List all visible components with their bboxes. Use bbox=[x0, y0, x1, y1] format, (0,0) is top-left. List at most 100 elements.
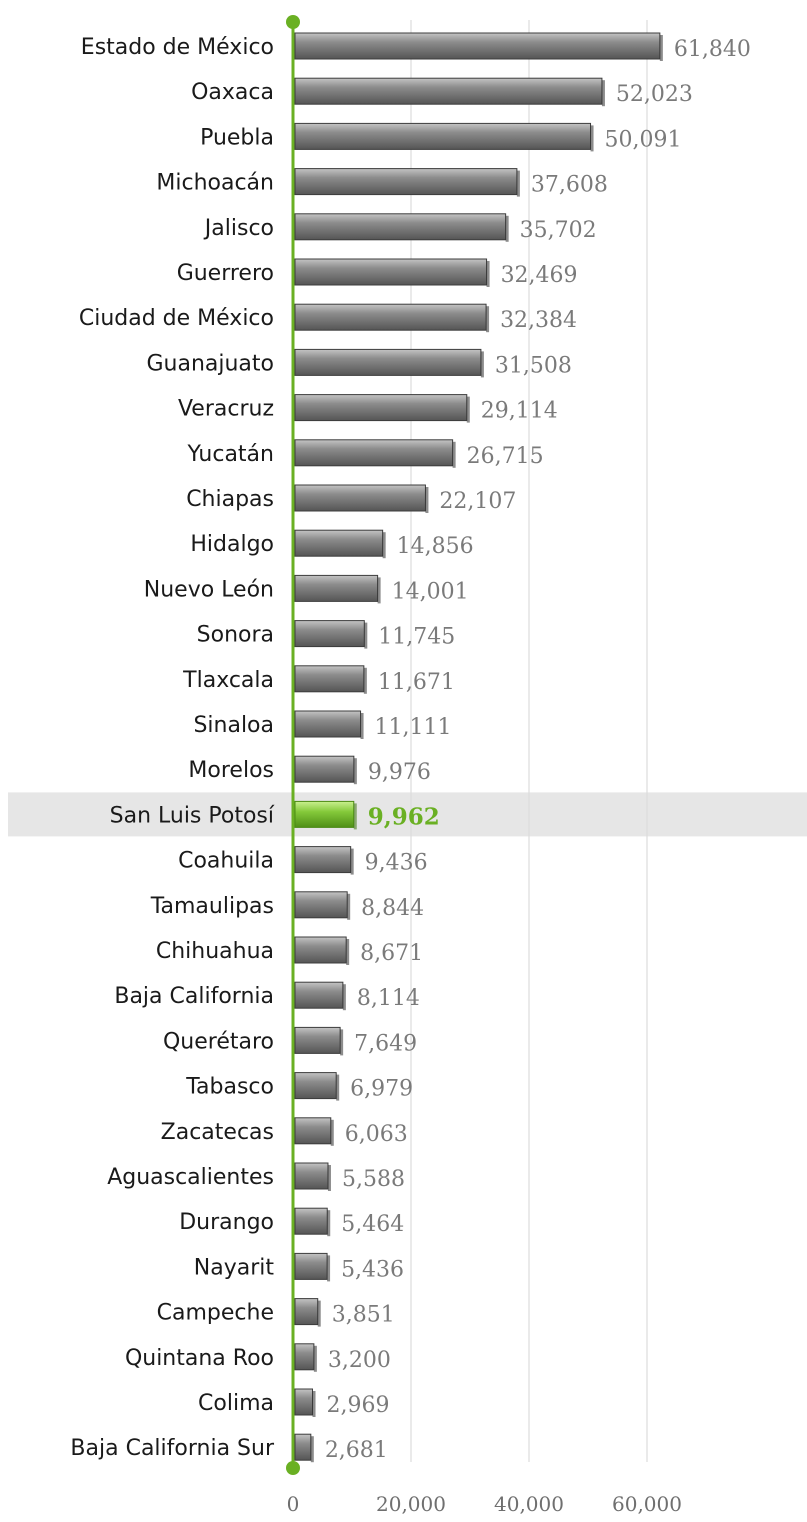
bar-guerrero bbox=[294, 258, 488, 286]
bar-edge-chihuahua bbox=[346, 939, 350, 965]
bar-chihuahua bbox=[294, 936, 347, 964]
category-label-campeche: Campeche bbox=[157, 1301, 274, 1326]
category-labels: Estado de México Oaxaca Puebla Michoacán Jal… bbox=[70, 35, 275, 1461]
bar-edge-san-luis-potosi bbox=[353, 803, 357, 830]
bar-edge-aguascalientes bbox=[327, 1165, 331, 1191]
value-label-yucatan: 26,715 bbox=[467, 444, 544, 469]
bars bbox=[294, 32, 663, 1463]
value-label-campeche: 3,851 bbox=[332, 1303, 395, 1328]
bar-tamaulipas bbox=[294, 891, 348, 919]
bar-aguascalientes bbox=[294, 1162, 329, 1190]
bar-edge-puebla bbox=[590, 125, 594, 152]
bar-edge-oaxaca bbox=[601, 80, 605, 107]
value-label-jalisco: 35,702 bbox=[520, 218, 597, 243]
value-label-ciudad-de-mexico: 32,384 bbox=[500, 308, 577, 333]
category-label-aguascalientes: Aguascalientes bbox=[107, 1165, 274, 1190]
category-label-puebla: Puebla bbox=[200, 125, 274, 150]
bar-edge-durango bbox=[327, 1210, 331, 1237]
value-label-zacatecas: 6,063 bbox=[345, 1122, 408, 1147]
category-label-durango: Durango bbox=[179, 1210, 274, 1235]
value-label-tamaulipas: 8,844 bbox=[361, 896, 424, 921]
bar-edge-jalisco bbox=[505, 215, 509, 242]
x-tick-label-20000: 20,000 bbox=[376, 1492, 446, 1516]
value-label-baja-california: 8,114 bbox=[357, 986, 420, 1011]
category-label-chihuahua: Chihuahua bbox=[156, 939, 274, 964]
bar-colima bbox=[294, 1388, 314, 1416]
bar-edge-nayarit bbox=[327, 1255, 331, 1282]
category-label-nayarit: Nayarit bbox=[194, 1255, 275, 1280]
bar-edge-estado-de-mexico bbox=[659, 35, 663, 61]
value-label-guerrero: 32,469 bbox=[501, 263, 578, 288]
value-label-puebla: 50,091 bbox=[605, 127, 682, 152]
bar-edge-sonora bbox=[364, 622, 368, 649]
category-label-quintana-roo: Quintana Roo bbox=[125, 1346, 274, 1371]
value-label-tlaxcala: 11,671 bbox=[378, 670, 455, 695]
category-label-estado-de-mexico: Estado de México bbox=[81, 35, 274, 60]
category-label-jalisco: Jalisco bbox=[203, 216, 274, 241]
bar-sonora bbox=[294, 620, 365, 648]
category-label-nuevo-leon: Nuevo León bbox=[144, 577, 274, 602]
category-label-baja-california: Baja California bbox=[114, 984, 274, 1009]
value-label-colima: 2,969 bbox=[327, 1393, 390, 1418]
bar-edge-quintana-roo bbox=[313, 1345, 317, 1372]
bar-chiapas bbox=[294, 484, 426, 512]
x-tick-label-40000: 40,000 bbox=[494, 1492, 564, 1516]
bar-edge-colima bbox=[312, 1391, 316, 1417]
bar-edge-sinaloa bbox=[360, 713, 364, 739]
bar-ciudad-de-mexico bbox=[294, 303, 487, 331]
bar-yucatan bbox=[294, 439, 454, 467]
bar-edge-nuevo-leon bbox=[377, 577, 381, 604]
category-label-colima: Colima bbox=[198, 1391, 274, 1416]
category-label-tamaulipas: Tamaulipas bbox=[150, 894, 274, 919]
category-label-guanajuato: Guanajuato bbox=[146, 351, 274, 376]
bar-edge-guerrero bbox=[486, 261, 490, 287]
bar-edge-tlaxcala bbox=[363, 667, 367, 694]
bar-quintana-roo bbox=[294, 1343, 315, 1371]
value-label-sinaloa: 11,111 bbox=[375, 715, 452, 740]
value-label-san-luis-potosi: 9,962 bbox=[368, 803, 440, 830]
category-label-michoacan: Michoacán bbox=[156, 171, 274, 196]
category-label-coahuila: Coahuila bbox=[178, 849, 274, 874]
bar-veracruz bbox=[294, 394, 468, 422]
bar-tabasco bbox=[294, 1072, 337, 1100]
value-label-oaxaca: 52,023 bbox=[616, 82, 693, 107]
bar-edge-guanajuato bbox=[480, 351, 484, 378]
category-label-ciudad-de-mexico: Ciudad de México bbox=[79, 306, 274, 331]
bar-baja-california-sur bbox=[294, 1433, 312, 1461]
bar-oaxaca bbox=[294, 77, 603, 105]
category-label-queretaro: Querétaro bbox=[163, 1029, 274, 1054]
value-label-veracruz: 29,114 bbox=[481, 399, 558, 424]
bar-queretaro bbox=[294, 1026, 341, 1054]
category-label-yucatan: Yucatán bbox=[187, 442, 275, 467]
value-label-tabasco: 6,979 bbox=[350, 1077, 413, 1102]
bar-edge-tamaulipas bbox=[347, 893, 351, 920]
bar-san-luis-potosi bbox=[294, 800, 355, 828]
bar-sinaloa bbox=[294, 710, 362, 738]
bar-edge-baja-california-sur bbox=[310, 1436, 314, 1463]
category-label-tlaxcala: Tlaxcala bbox=[182, 668, 274, 693]
bar-nayarit bbox=[294, 1252, 328, 1280]
category-label-tabasco: Tabasco bbox=[185, 1075, 274, 1100]
bar-edge-chiapas bbox=[425, 487, 429, 513]
bar-morelos bbox=[294, 755, 355, 783]
category-label-guerrero: Guerrero bbox=[177, 261, 274, 286]
axis-bottom-dot bbox=[286, 1461, 300, 1475]
bar-edge-hidalgo bbox=[382, 532, 386, 559]
category-label-oaxaca: Oaxaca bbox=[191, 80, 274, 105]
category-label-baja-california-sur: Baja California Sur bbox=[70, 1436, 275, 1461]
value-label-estado-de-mexico: 61,840 bbox=[674, 37, 751, 62]
value-label-nuevo-leon: 14,001 bbox=[392, 579, 469, 604]
bar-campeche bbox=[294, 1298, 319, 1326]
highlight-band-layer bbox=[8, 792, 807, 837]
bar-edge-coahuila bbox=[350, 848, 354, 875]
axis-top-dot bbox=[286, 15, 300, 29]
value-label-chihuahua: 8,671 bbox=[360, 941, 423, 966]
bar-edge-campeche bbox=[317, 1300, 321, 1327]
bar-tlaxcala bbox=[294, 665, 365, 693]
value-label-morelos: 9,976 bbox=[368, 760, 431, 785]
bar-edge-yucatan bbox=[452, 441, 456, 468]
bar-guanajuato bbox=[294, 348, 482, 376]
value-label-nayarit: 5,436 bbox=[341, 1257, 404, 1282]
bar-edge-ciudad-de-mexico bbox=[486, 306, 490, 333]
bar-durango bbox=[294, 1207, 328, 1235]
